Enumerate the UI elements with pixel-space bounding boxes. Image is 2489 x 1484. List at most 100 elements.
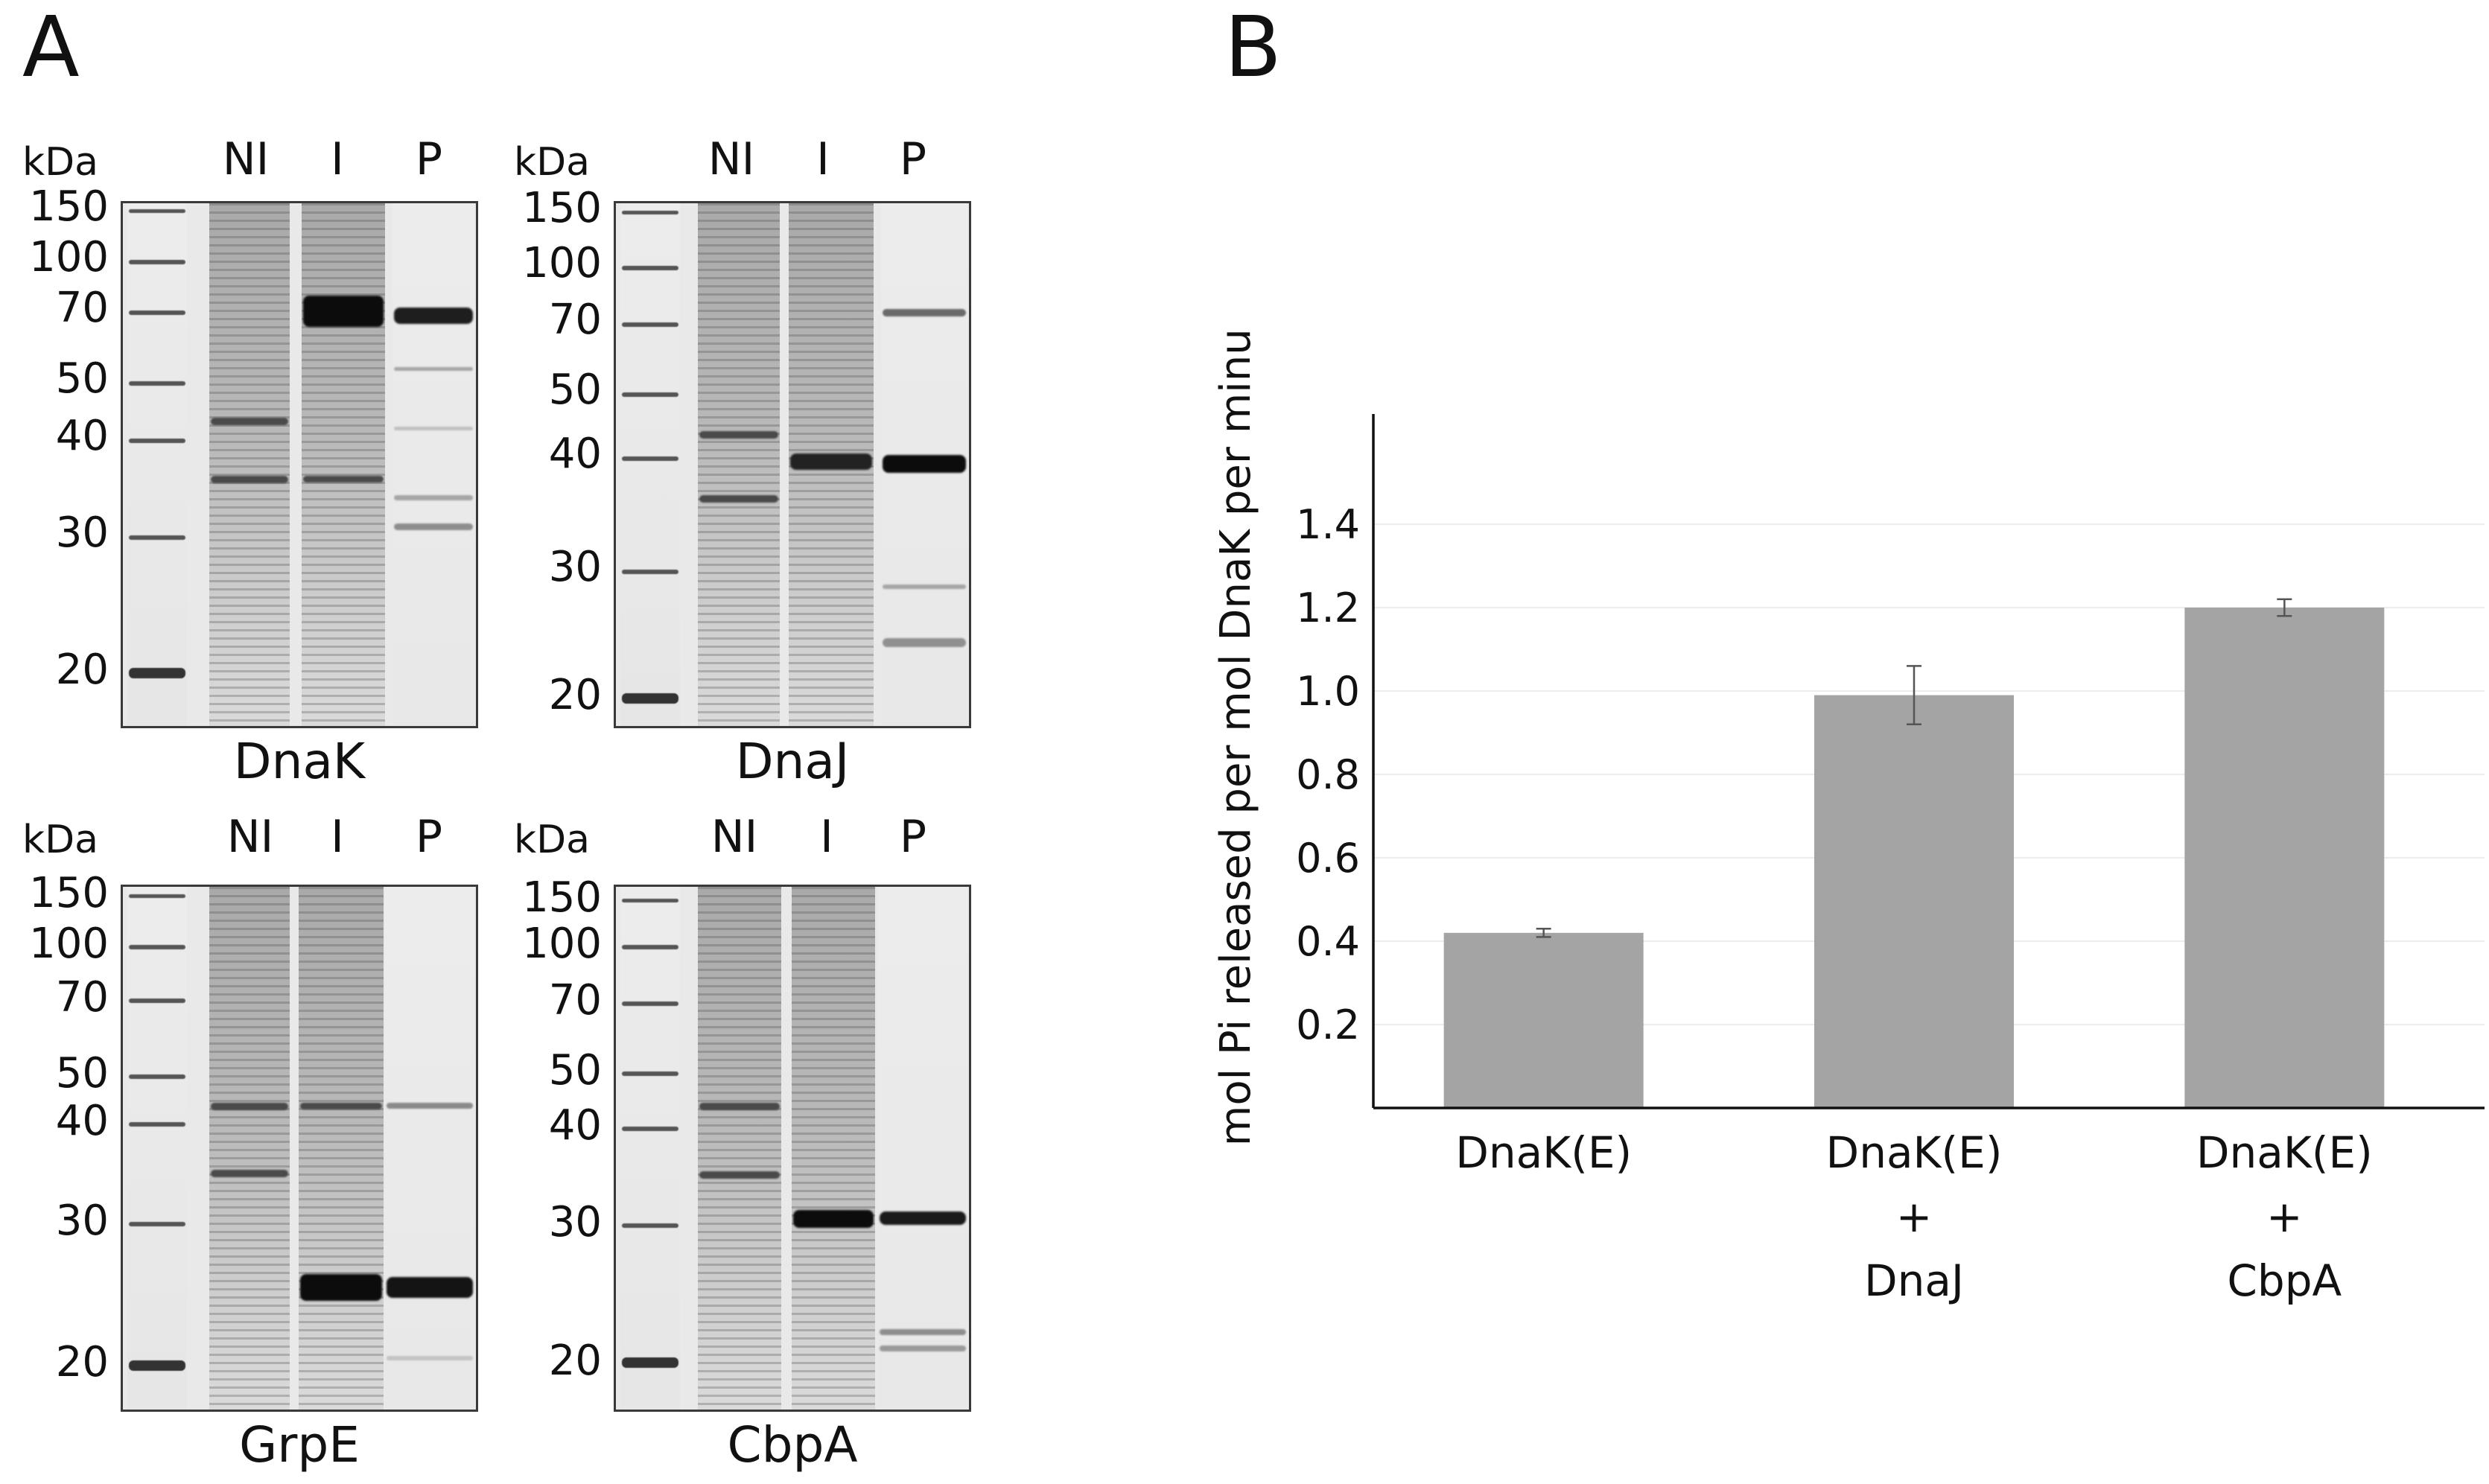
panel-letter-b: B [1224,0,1282,96]
lane-ni [209,203,290,726]
band [303,476,384,483]
band [394,367,473,371]
lane-p [878,887,967,1410]
x-category-label: DnaK(E) [1826,1127,2003,1178]
lane-i [789,203,874,726]
ladder-band [622,1001,678,1006]
band [303,296,384,327]
lane-i [792,887,875,1410]
x-category-label: CbpA [2227,1255,2342,1306]
ladder-band [622,266,678,270]
ladder-lane [127,887,187,1410]
mw-marker: 40 [55,412,109,460]
mw-marker: 50 [55,354,109,403]
x-category-label: DnaK(E) [2196,1127,2373,1178]
mw-marker: 30 [55,1197,109,1245]
band [211,1103,288,1110]
mw-marker: 50 [55,1049,109,1098]
chart-yticks: 0.2 0.4 0.6 0.8 1.0 1.2 1.4 [1296,501,1360,1048]
band [300,1274,382,1301]
gel-image [121,201,478,728]
mw-marker: 150 [29,869,109,917]
y-tick-label: 1.0 [1296,668,1360,715]
ladder-band [622,1071,678,1076]
band [394,495,473,500]
y-axis-label: mol Pi released per mol DnaK per minute [1212,328,1260,1146]
lane-p [881,203,967,726]
lane-label-ni: NI [708,133,755,185]
chart-xlabels: DnaK(E) DnaK(E) + DnaJ DnaK(E) + CbpA [1455,1127,2373,1306]
ladder-band [129,894,185,898]
kda-label: kDa [514,818,591,862]
bar-chart: 0.20.40.60.81.01.21.4 DnaK(E) DnaK(E)+Dna… [1212,328,2485,1306]
band [790,453,872,470]
mw-marker: 70 [548,296,602,344]
lane-label-i: I [331,811,344,863]
band [883,455,966,473]
ladder-lane [620,887,680,1410]
ladder-band [622,322,678,327]
ladder-band [622,1223,678,1228]
lane-label-i: I [331,133,344,185]
lane-ni [698,203,780,726]
mw-marker: 150 [522,184,602,232]
mw-marker: 100 [29,920,109,968]
band [300,1103,382,1109]
band [883,309,966,316]
mw-marker: 30 [55,509,109,557]
ladder-band [129,1360,185,1371]
band [387,1277,473,1298]
ladder-band [129,1222,185,1226]
ladder-band [622,945,678,949]
band [699,495,778,503]
mw-marker: 20 [548,671,602,719]
mw-marker: 150 [522,873,602,922]
lane-label-p: P [415,811,443,863]
bar [2184,608,2385,1108]
x-category-label: + [2266,1191,2303,1242]
chart-errors [1536,598,2292,938]
band [793,1210,874,1228]
ladder-band [129,439,185,443]
ladder-lane [127,203,187,726]
ladder-band [129,381,185,386]
band [880,1329,966,1335]
lane-i [299,887,384,1410]
band [880,1211,966,1225]
ladder-band [622,899,678,902]
y-tick-label: 0.2 [1296,1001,1360,1048]
mw-marker: 20 [55,1338,109,1386]
band [211,1170,288,1177]
mw-marker: 30 [548,543,602,591]
mw-marker: 40 [55,1097,109,1145]
ladder-band [622,570,678,574]
lane-ni [698,887,781,1410]
ladder-band [129,1074,185,1079]
ladder-band [622,1357,678,1368]
y-tick-label: 0.8 [1296,751,1360,798]
mw-marker: 50 [548,366,602,414]
gel-image [121,885,478,1412]
ladder-band [129,535,185,540]
lane-ni [209,887,290,1410]
chart-bars [1443,608,2385,1108]
ladder-band [129,1122,185,1127]
mw-marker: 150 [29,182,109,231]
bar [1814,695,2014,1108]
gel-name: CbpA [727,1416,858,1474]
bar [1443,932,1644,1108]
mw-marker: 40 [548,430,602,478]
mw-marker: 70 [55,284,109,332]
ladder-band [129,668,185,678]
ladder-band [622,693,678,704]
lane-label-p: P [415,133,443,185]
band [880,1346,966,1351]
lane-label-p: P [899,133,927,185]
band [394,427,473,430]
band [883,638,966,647]
y-tick-label: 1.2 [1296,585,1360,631]
lane-label-ni: NI [711,811,758,863]
ladder-band [622,1127,678,1131]
kda-label: kDa [22,140,99,185]
x-category-label: DnaJ [1864,1255,1964,1306]
